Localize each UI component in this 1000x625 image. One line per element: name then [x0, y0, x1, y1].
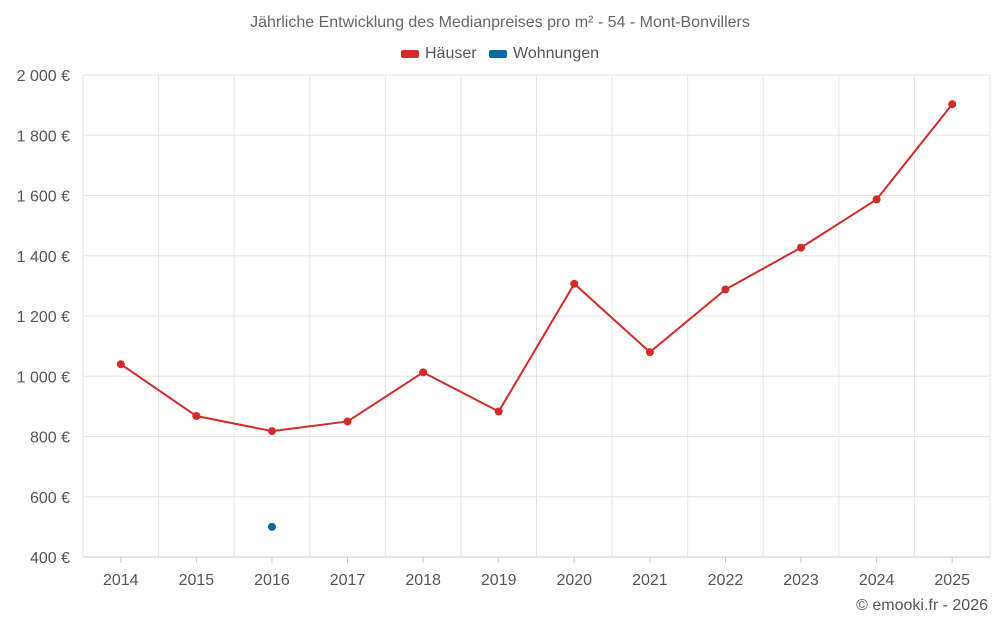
x-tick-label: 2014: [103, 572, 139, 589]
data-point-series-1: [267, 522, 276, 531]
x-tick-label: 2024: [859, 572, 895, 589]
x-tick-label: 2023: [783, 572, 819, 589]
data-point-series-0: [570, 279, 579, 288]
data-point-series-0: [116, 360, 125, 369]
y-tick-label: 1 000 €: [17, 369, 70, 386]
x-tick-label: 2017: [330, 572, 366, 589]
data-point-series-0: [948, 100, 957, 109]
data-point-series-0: [267, 427, 276, 436]
y-tick-label: 1 400 €: [17, 249, 70, 266]
data-point-series-0: [721, 285, 730, 294]
legend-label-haeuser: Häuser: [424, 45, 477, 62]
x-tick-label: 2015: [179, 572, 215, 589]
x-tick-label: 2021: [632, 572, 668, 589]
x-tick-label: 2020: [556, 572, 592, 589]
legend-item-haeuser[interactable]: Häuser: [400, 45, 477, 63]
series-line-0: [120, 103, 953, 433]
data-point-series-0: [872, 195, 881, 204]
y-tick-label: 1 800 €: [17, 128, 70, 145]
y-tick-label: 600 €: [30, 490, 70, 507]
legend-label-wohnungen: Wohnungen: [513, 45, 600, 62]
x-tick-label: 2022: [708, 572, 744, 589]
legend-item-wohnungen[interactable]: Wohnungen: [489, 45, 599, 63]
data-point-series-0: [192, 412, 201, 421]
y-tick-label: 800 €: [30, 430, 70, 447]
y-tick-label: 400 €: [30, 550, 70, 567]
chart-title: Jährliche Entwicklung des Medianpreises …: [250, 14, 750, 31]
y-tick-label: 1 200 €: [17, 309, 70, 326]
data-point-series-0: [494, 407, 503, 416]
data-point-series-0: [343, 417, 352, 426]
credit-text: © emooki.fr - 2026: [856, 597, 988, 614]
chart-legend: Häuser Wohnungen: [0, 45, 1000, 63]
data-point-series-0: [645, 348, 654, 357]
y-tick-label: 2 000 €: [17, 68, 70, 85]
x-tick-label: 2019: [481, 572, 517, 589]
x-tick-label: 2025: [934, 572, 970, 589]
legend-swatch-haeuser: [400, 50, 419, 58]
x-tick-label: 2016: [254, 572, 290, 589]
data-point-series-0: [797, 243, 806, 252]
y-tick-label: 1 600 €: [17, 189, 70, 206]
x-tick-label: 2018: [405, 572, 441, 589]
legend-swatch-wohnungen: [489, 50, 508, 58]
data-point-series-0: [419, 368, 428, 377]
